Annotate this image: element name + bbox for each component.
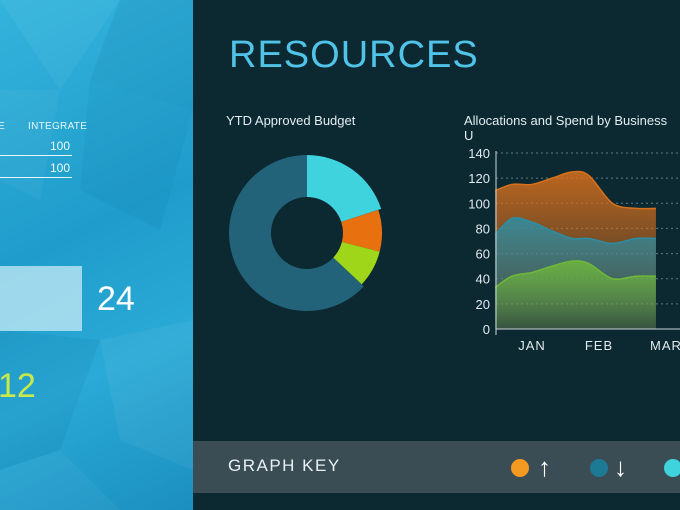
arrow-down-icon: ↓ (614, 452, 627, 482)
left-panel (0, 0, 193, 510)
y-tick-label: 40 (476, 272, 490, 287)
area-series (495, 260, 656, 329)
donut-slice (229, 155, 364, 311)
arrow-up-icon: ↑ (538, 452, 551, 482)
area-chart-title: Allocations and Spend by Business U (464, 113, 668, 143)
x-tick-label: FEB (585, 338, 613, 353)
y-tick-label: 60 (476, 247, 490, 262)
table-cell-row1: 100 (50, 139, 71, 153)
y-tick-label: 140 (468, 146, 490, 161)
y-tick-label: 80 (476, 221, 490, 236)
column-header-integrate: INTEGRATE (28, 121, 88, 132)
y-tick-label: 120 (468, 171, 490, 186)
table-cell-row2: 100 (50, 161, 71, 175)
page-title: RESOURCES (229, 34, 479, 76)
bottom-strip (193, 493, 680, 510)
y-tick-label: 0 (483, 322, 490, 337)
table-divider (0, 155, 72, 156)
donut-chart-title: YTD Approved Budget (226, 113, 356, 128)
key-dot-teal (590, 459, 608, 477)
allocations-area-chart: 0 20 40 60 80 100 120 140 JAN FEB MAR (468, 146, 680, 353)
key-dot-cyan (664, 459, 680, 477)
donut-slice (307, 155, 382, 222)
donut-slice (333, 241, 380, 285)
metric-value-secondary: 12 (0, 367, 36, 405)
area-series-line (494, 260, 656, 289)
key-dot-orange (511, 459, 529, 477)
metric-bar (0, 266, 82, 331)
budget-donut-chart (229, 155, 382, 311)
y-tick-label: 20 (476, 297, 490, 312)
area-series-line (494, 170, 656, 210)
left-panel-background (0, 0, 193, 510)
x-tick-label: JAN (518, 338, 546, 353)
table-divider-bottom (0, 177, 72, 178)
donut-slice (341, 209, 382, 252)
metric-value: 24 (97, 280, 135, 318)
x-tick-label: MAR (650, 338, 680, 353)
graph-key-label: GRAPH KEY (228, 456, 341, 475)
area-series-line (494, 217, 656, 245)
y-tick-label: 100 (468, 196, 490, 211)
column-header-partial: E (0, 121, 5, 132)
